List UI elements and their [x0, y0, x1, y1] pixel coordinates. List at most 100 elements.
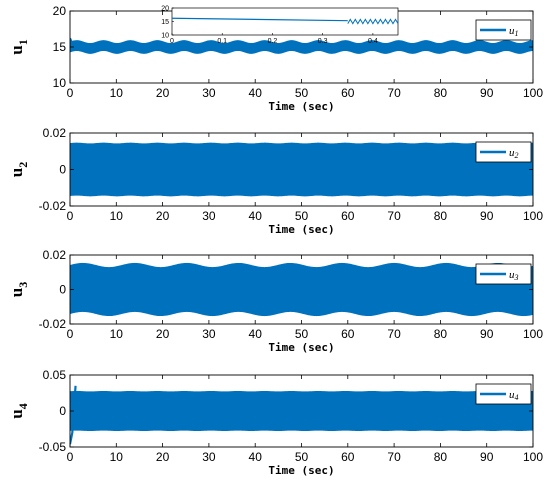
inset-x-tick-label: 0.4	[368, 38, 378, 45]
legend: u1	[475, 19, 532, 41]
legend-label-main: u	[509, 25, 515, 37]
x-tick-label: 20	[156, 86, 170, 100]
x-tick-label: 0	[67, 209, 74, 223]
x-tick-label: 70	[387, 327, 401, 341]
x-tick-label: 20	[156, 209, 170, 223]
y-axis-label-main: u	[7, 168, 26, 177]
x-tick-label: 80	[434, 209, 448, 223]
x-tick-label: 10	[110, 450, 124, 464]
y-tick-label: 10	[53, 76, 67, 90]
y-axis-label-subscript: 4	[16, 403, 30, 409]
x-tick-label: 50	[295, 450, 309, 464]
y-axis-label: u4	[7, 403, 30, 418]
x-tick-label: 80	[434, 450, 448, 464]
legend-label-subscript: 1	[515, 29, 519, 38]
x-tick-label: 70	[387, 86, 401, 100]
x-tick-label: 100	[523, 86, 543, 100]
y-tick-label: -0.02	[39, 199, 67, 213]
y-tick-label: -0.05	[39, 440, 67, 454]
x-tick-label: 10	[110, 209, 124, 223]
x-tick-label: 60	[341, 450, 355, 464]
legend-label: u1	[509, 25, 519, 38]
x-tick-label: 60	[341, 86, 355, 100]
x-tick-label: 30	[202, 209, 216, 223]
legend: u4	[475, 383, 532, 405]
y-axis-label: u2	[7, 162, 30, 177]
x-tick-label: 50	[295, 209, 309, 223]
inset-x-tick-label: 0	[170, 38, 174, 45]
legend-label-main: u	[509, 147, 515, 159]
legend-label: u2	[509, 147, 519, 160]
y-axis-label-subscript: 2	[16, 162, 30, 168]
x-axis-label: Time (sec)	[268, 464, 334, 477]
inset-y-tick-label: 10	[161, 33, 169, 40]
y-tick-label: 0.02	[43, 126, 67, 140]
x-tick-label: 40	[249, 86, 263, 100]
x-tick-label: 40	[249, 327, 263, 341]
y-tick-label: -0.02	[39, 317, 67, 331]
y-axis-label: u3	[7, 282, 30, 297]
inset-y-tick-label: 20	[161, 6, 169, 13]
inset-y-tick-label: 15	[161, 19, 169, 26]
x-tick-label: 80	[434, 327, 448, 341]
signal-band	[70, 390, 533, 432]
legend-label: u3	[509, 269, 519, 282]
y-axis-label-subscript: 3	[16, 282, 30, 288]
initial-transient	[70, 385, 77, 445]
x-tick-label: 80	[434, 86, 448, 100]
x-tick-label: 30	[202, 327, 216, 341]
legend-label-subscript: 4	[515, 393, 519, 402]
y-tick-label: 0	[59, 163, 66, 177]
inset-box	[171, 7, 399, 36]
x-tick-label: 40	[249, 450, 263, 464]
x-axis-label: Time (sec)	[268, 100, 334, 113]
y-tick-label: 0	[59, 283, 66, 297]
signal-band	[70, 40, 533, 54]
x-tick-label: 70	[387, 209, 401, 223]
x-tick-label: 10	[110, 327, 124, 341]
x-tick-label: 0	[67, 450, 74, 464]
x-tick-label: 100	[523, 327, 543, 341]
inset-x-tick-label: 0.1	[217, 38, 227, 45]
x-tick-label: 20	[156, 327, 170, 341]
legend-label-subscript: 2	[515, 151, 519, 160]
y-tick-label: 15	[53, 40, 67, 54]
inset-x-tick-label: 0.2	[268, 38, 278, 45]
x-tick-label: 100	[523, 209, 543, 223]
x-tick-label: 30	[202, 450, 216, 464]
y-axis-label-main: u	[7, 45, 26, 54]
y-axis-label: u1	[7, 39, 30, 54]
inset-line	[171, 17, 348, 22]
y-axis-label-main: u	[7, 288, 26, 297]
x-axis-label: Time (sec)	[268, 223, 334, 236]
signal-band	[70, 262, 533, 317]
x-tick-label: 90	[480, 327, 494, 341]
signal-band	[70, 142, 533, 197]
y-tick-label: 0.02	[43, 248, 67, 262]
legend-label-main: u	[509, 389, 515, 401]
x-tick-label: 0	[67, 327, 74, 341]
x-tick-label: 60	[341, 209, 355, 223]
x-tick-label: 90	[480, 86, 494, 100]
x-tick-label: 90	[480, 450, 494, 464]
y-tick-label: 20	[53, 4, 67, 18]
x-tick-label: 40	[249, 209, 263, 223]
x-tick-label: 10	[110, 86, 124, 100]
legend: u3	[475, 263, 532, 285]
inset-plot: 0 0.1 0.2 0.3 0.4 10 15 20	[161, 6, 399, 45]
legend-label-main: u	[509, 269, 515, 281]
x-axis-label: Time (sec)	[268, 341, 334, 354]
x-tick-label: 30	[202, 86, 216, 100]
legend-label-subscript: 3	[514, 273, 519, 282]
x-tick-label: 20	[156, 450, 170, 464]
x-tick-label: 60	[341, 327, 355, 341]
x-tick-label: 100	[523, 450, 543, 464]
y-tick-label: 0	[59, 404, 66, 418]
x-tick-label: 0	[67, 86, 74, 100]
x-tick-label: 50	[295, 327, 309, 341]
